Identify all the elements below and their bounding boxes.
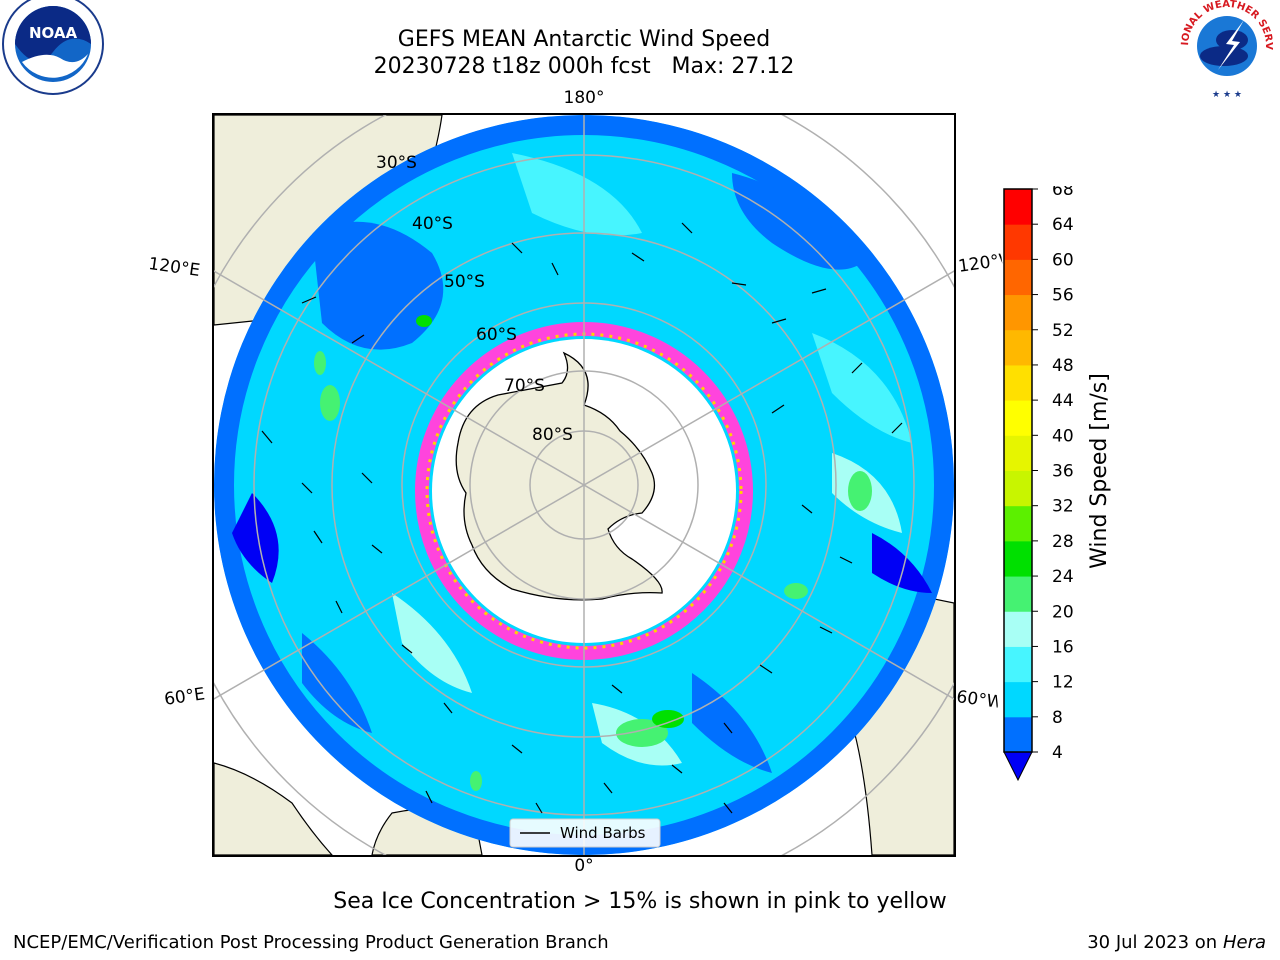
graticule	[214, 115, 954, 855]
colorbar-tick-label: 12	[1052, 673, 1074, 693]
antarctica-land	[455, 351, 663, 601]
colorbar-tick-label: 36	[1052, 462, 1074, 482]
colorbar-tick-label: 48	[1052, 356, 1074, 376]
colorbar-tick-label: 24	[1052, 567, 1074, 587]
credit-host: Hera	[1222, 932, 1266, 953]
colorbar-tick-label: 56	[1052, 286, 1074, 306]
map-frame	[212, 113, 956, 857]
colorbar-tick-label: 68	[1052, 186, 1074, 200]
colorbar-cell	[1004, 576, 1032, 612]
wind-barbs	[261, 222, 903, 814]
lat-label-30s: 30°S	[376, 153, 417, 173]
colorbar-cell	[1004, 329, 1032, 366]
colorbar-tick-label: 60	[1052, 250, 1074, 270]
lat-label-50s: 50°S	[444, 272, 485, 292]
legend-label: Wind Barbs	[560, 824, 646, 842]
colorbar-cell	[1004, 505, 1032, 542]
colorbar-tick-label: 16	[1052, 637, 1074, 657]
colorbar-cell	[1004, 470, 1032, 507]
colorbar-extend-arrow	[1003, 751, 1033, 782]
colorbar-cell	[1004, 294, 1032, 331]
colorbar-tick-label: 44	[1052, 391, 1074, 411]
chart-title: GEFS MEAN Antarctic Wind Speed	[397, 27, 771, 52]
colorbar-cell	[1004, 259, 1032, 296]
colorbar-cell	[1004, 435, 1032, 471]
lat-label-70s: 70°S	[504, 376, 545, 396]
chart-subtitle: 20230728 t18z 000h fcst Max: 27.12	[373, 54, 795, 79]
colorbar-label: Wind Speed [m/s]	[1087, 373, 1112, 569]
noaa-logo-icon: NOAA	[2, 0, 104, 95]
colorbar-tick-label: 52	[1052, 321, 1074, 341]
colorbar-cell	[1004, 224, 1032, 260]
colorbar-tick-label: 8	[1052, 708, 1063, 728]
lon-label-180: 180°	[563, 88, 605, 108]
colorbar-tick-label: 4	[1052, 743, 1063, 763]
svg-text:NOAA: NOAA	[29, 24, 78, 42]
colorbar-cell	[1004, 716, 1032, 753]
lon-label-60e: 60°E	[163, 684, 207, 710]
lat-label-80s: 80°S	[532, 425, 573, 445]
colorbar-tick-label: 28	[1052, 532, 1074, 552]
lon-label-0: 0°	[574, 856, 594, 876]
credit-left: NCEP/EMC/Verification Post Processing Pr…	[13, 932, 609, 953]
nws-logo-icon: NATIONAL WEATHER SERVICE ★ ★ ★	[1174, 0, 1274, 100]
colorbar-cell	[1004, 611, 1032, 647]
lon-label-120e: 120°E	[147, 254, 202, 282]
colorbar-cell	[1004, 400, 1032, 436]
sea-ice-caption: Sea Ice Concentration > 15% is shown in …	[333, 889, 947, 914]
lat-label-40s: 40°S	[412, 214, 453, 234]
lat-label-60s: 60°S	[476, 325, 517, 345]
colorbar-tick-label: 40	[1052, 426, 1074, 446]
polar-map: 30°S 40°S 50°S 60°S 70°S 80°S Wind Barbs	[212, 113, 956, 857]
colorbar-cell	[1004, 540, 1032, 577]
lon-label-120w: 120°W	[957, 250, 1004, 277]
credit-right: 30 Jul 2023 on Hera	[1087, 932, 1266, 953]
colorbar-tick-label: 20	[1052, 602, 1074, 622]
map-legend: Wind Barbs	[509, 818, 661, 848]
lon-label-60w: 60°W	[955, 687, 1000, 713]
svg-text:★ ★ ★: ★ ★ ★	[1212, 90, 1242, 100]
colorbar-tick-label: 64	[1052, 215, 1074, 235]
colorbar-cell	[1004, 364, 1032, 401]
credit-date: 30 Jul 2023 on	[1087, 932, 1223, 953]
latitude-labels: 30°S 40°S 50°S 60°S 70°S 80°S	[376, 153, 573, 445]
colorbar-cell	[1004, 646, 1032, 683]
colorbar-tick-label: 32	[1052, 497, 1074, 517]
colorbar-cell	[1004, 681, 1032, 718]
colorbar-cell	[1004, 189, 1032, 225]
